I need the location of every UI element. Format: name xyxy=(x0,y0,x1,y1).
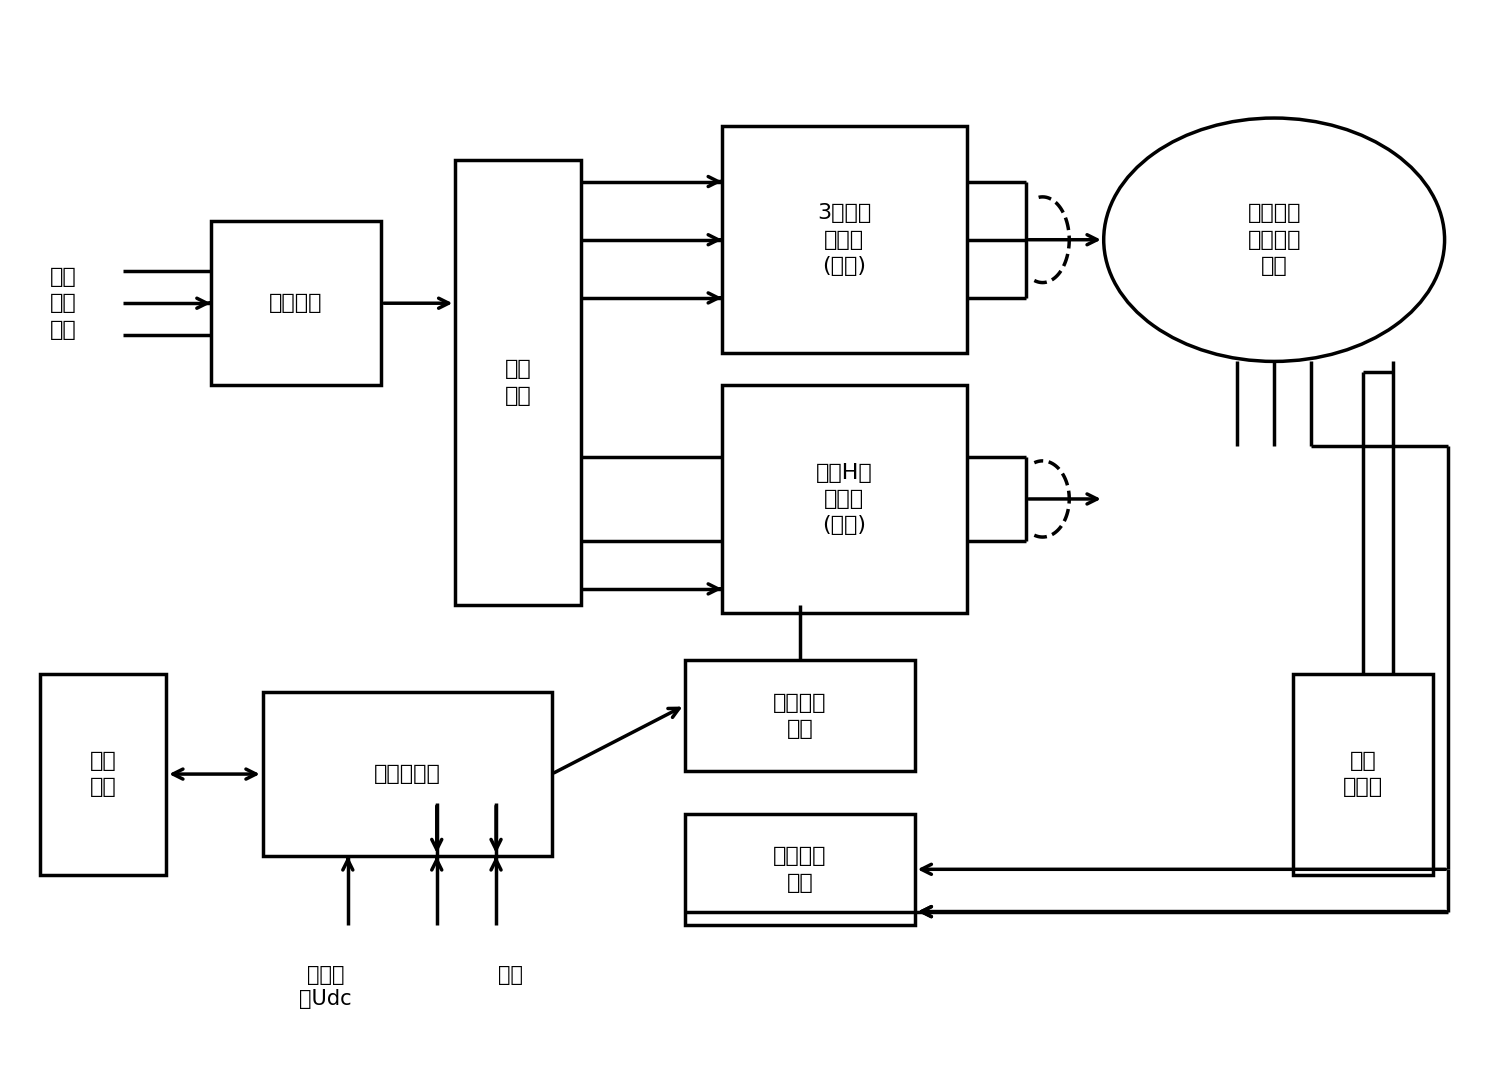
Bar xyxy=(723,126,966,354)
Text: 滤波
电路: 滤波 电路 xyxy=(504,359,531,406)
Text: 三相
交流
供电: 三相 交流 供电 xyxy=(49,267,76,340)
Bar xyxy=(685,814,914,925)
Bar xyxy=(455,161,582,605)
Text: 单相H桥
逆变器
(励磁): 单相H桥 逆变器 (励磁) xyxy=(815,462,872,535)
Bar xyxy=(263,693,552,857)
Text: 隔离驱动
电路: 隔离驱动 电路 xyxy=(773,693,827,739)
Text: 三级电励
磁式同步
电机: 三级电励 磁式同步 电机 xyxy=(1248,204,1302,277)
Bar xyxy=(40,673,166,875)
Text: 转速: 转速 xyxy=(498,965,524,984)
Text: 电流采集
电路: 电流采集 电路 xyxy=(773,846,827,893)
Bar xyxy=(211,221,381,385)
Text: 人机
接口: 人机 接口 xyxy=(90,750,117,798)
Text: 3相全桥
逆变器
(主发): 3相全桥 逆变器 (主发) xyxy=(817,204,872,277)
Bar xyxy=(1293,673,1433,875)
Bar xyxy=(723,385,966,613)
Text: 母线电
压Udc: 母线电 压Udc xyxy=(299,965,352,1010)
Text: 中央控制器: 中央控制器 xyxy=(374,764,440,784)
Circle shape xyxy=(1104,118,1445,361)
Text: 位置
传感器: 位置 传感器 xyxy=(1343,750,1384,798)
Text: 整流电路: 整流电路 xyxy=(269,294,323,313)
Bar xyxy=(685,660,914,772)
